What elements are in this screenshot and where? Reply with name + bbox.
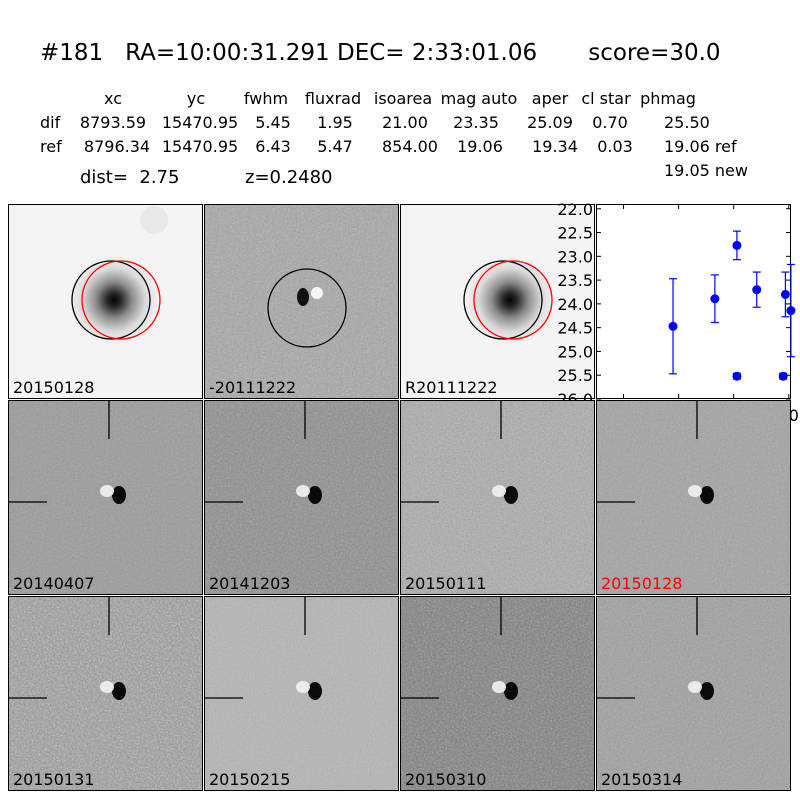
stamp-panel: 20150215 xyxy=(204,596,399,791)
table-cell: 6.43 xyxy=(255,137,291,156)
table-cell-suffix: ref xyxy=(714,137,737,156)
table-cell-value: 19.06 xyxy=(664,137,710,156)
panel-label: -20111222 xyxy=(209,378,297,397)
difference-stamp-image xyxy=(401,597,594,790)
table-cell: 25.09 xyxy=(527,113,573,132)
residual-bright xyxy=(100,485,114,497)
table-cell: 8796.34 xyxy=(83,137,151,156)
data-point-7 xyxy=(786,263,796,358)
row-label-dif: dif xyxy=(40,113,61,132)
data-point-1 xyxy=(710,274,720,324)
stamp-panel: -20111222 xyxy=(204,204,399,399)
column-header-isoarea: isoarea xyxy=(373,89,433,108)
data-point-4 xyxy=(752,271,762,308)
residual-bright xyxy=(688,485,702,497)
panel-label: 20150128 xyxy=(13,378,95,397)
residual-bright xyxy=(100,681,114,693)
panel-label: R20111222 xyxy=(405,378,498,397)
light-curve-plot xyxy=(596,204,796,399)
residual-bright xyxy=(296,681,310,693)
difference-stamp-image xyxy=(205,205,398,398)
data-point-6 xyxy=(780,271,790,318)
column-header-yc: yc xyxy=(186,89,206,108)
panel-label: 20150310 xyxy=(405,770,487,789)
aperture-circle xyxy=(267,268,347,348)
table-cell: 19.34 xyxy=(532,137,578,156)
column-header-xc: xc xyxy=(104,89,122,108)
residual-bright xyxy=(688,681,702,693)
table-cell: 5.47 xyxy=(317,137,353,156)
stamp-panel: 20150128 xyxy=(8,204,203,399)
difference-stamp-image xyxy=(597,401,790,594)
residual-dark xyxy=(308,486,322,504)
residual-dark xyxy=(700,486,714,504)
table-cell: 15470.95 xyxy=(161,113,239,132)
panel-label: 20150128 xyxy=(601,574,683,593)
page-title: #181 RA=10:00:31.291 DEC= 2:33:01.06 sco… xyxy=(40,40,721,66)
row-label-ref: ref xyxy=(40,137,62,156)
panel-label: 20150111 xyxy=(405,574,487,593)
difference-stamp-image xyxy=(9,401,202,594)
column-header-phmag: phmag xyxy=(640,89,696,108)
residual-bright xyxy=(492,485,506,497)
ref-aperture-circle xyxy=(463,260,543,340)
column-header-fluxrad: fluxrad xyxy=(304,89,362,108)
residual-bright xyxy=(492,681,506,693)
residual-dark xyxy=(308,682,322,700)
table-cell: 25.50 xyxy=(664,113,710,132)
residual-dark xyxy=(112,486,126,504)
difference-stamp-image xyxy=(205,597,398,790)
new-aperture-circle xyxy=(81,260,161,340)
panel-label: 20140407 xyxy=(13,574,95,593)
column-header-aper: aper xyxy=(531,89,569,108)
galaxy-stamp-image xyxy=(9,205,202,398)
stamp-panel: 20150128 xyxy=(596,400,791,595)
difference-stamp-image xyxy=(401,401,594,594)
column-header-fwhm: fwhm xyxy=(243,89,289,108)
residual-dark xyxy=(700,682,714,700)
panel-label: 20141203 xyxy=(209,574,291,593)
new-aperture-circle xyxy=(473,260,553,340)
new-phmag: 19.05 new xyxy=(664,161,748,180)
table-cell: 0.70 xyxy=(592,113,628,132)
table-cell: 854.00 xyxy=(382,137,438,156)
reference-stamp-image xyxy=(401,205,594,398)
residual-dark xyxy=(112,682,126,700)
stamp-panel: 20150314 xyxy=(596,596,791,791)
difference-stamp-image xyxy=(597,597,790,790)
residual-bright xyxy=(296,485,310,497)
ref-aperture-circle xyxy=(71,260,151,340)
table-cell: 19.06 ref xyxy=(664,137,737,156)
table-cell: 23.35 xyxy=(453,113,499,132)
column-header-mag-auto: mag auto xyxy=(440,89,518,108)
difference-stamp-image xyxy=(205,401,398,594)
redshift-value: z=0.2480 xyxy=(245,167,333,188)
stamp-panel: 20141203 xyxy=(204,400,399,595)
data-point-2 xyxy=(732,230,742,261)
stamp-panel: 20150310 xyxy=(400,596,595,791)
table-cell: 15470.95 xyxy=(161,137,239,156)
stamp-panel: 20150131 xyxy=(8,596,203,791)
stamp-panel: 20140407 xyxy=(8,400,203,595)
table-cell: 0.03 xyxy=(597,137,633,156)
table-cell: 1.95 xyxy=(317,113,353,132)
column-header-cl-star: cl star xyxy=(581,89,631,108)
table-cell: 21.00 xyxy=(382,113,428,132)
stamp-panel: R20111222 xyxy=(400,204,595,399)
table-cell: 19.06 xyxy=(457,137,503,156)
table-cell: 8793.59 xyxy=(79,113,147,132)
panel-label: 20150131 xyxy=(13,770,95,789)
panel-label: 20150215 xyxy=(209,770,291,789)
difference-stamp-image xyxy=(9,597,202,790)
light-curve-svg xyxy=(668,230,796,381)
data-point-0 xyxy=(668,278,678,375)
residual-dark xyxy=(504,682,518,700)
panel-label: 20150314 xyxy=(601,770,683,789)
data-point-3 xyxy=(732,371,742,381)
table-cell: 5.45 xyxy=(255,113,291,132)
stamp-panel: 20150111 xyxy=(400,400,595,595)
residual-dark xyxy=(504,486,518,504)
dist-value: dist= 2.75 xyxy=(80,167,180,188)
data-point-5 xyxy=(778,371,788,381)
